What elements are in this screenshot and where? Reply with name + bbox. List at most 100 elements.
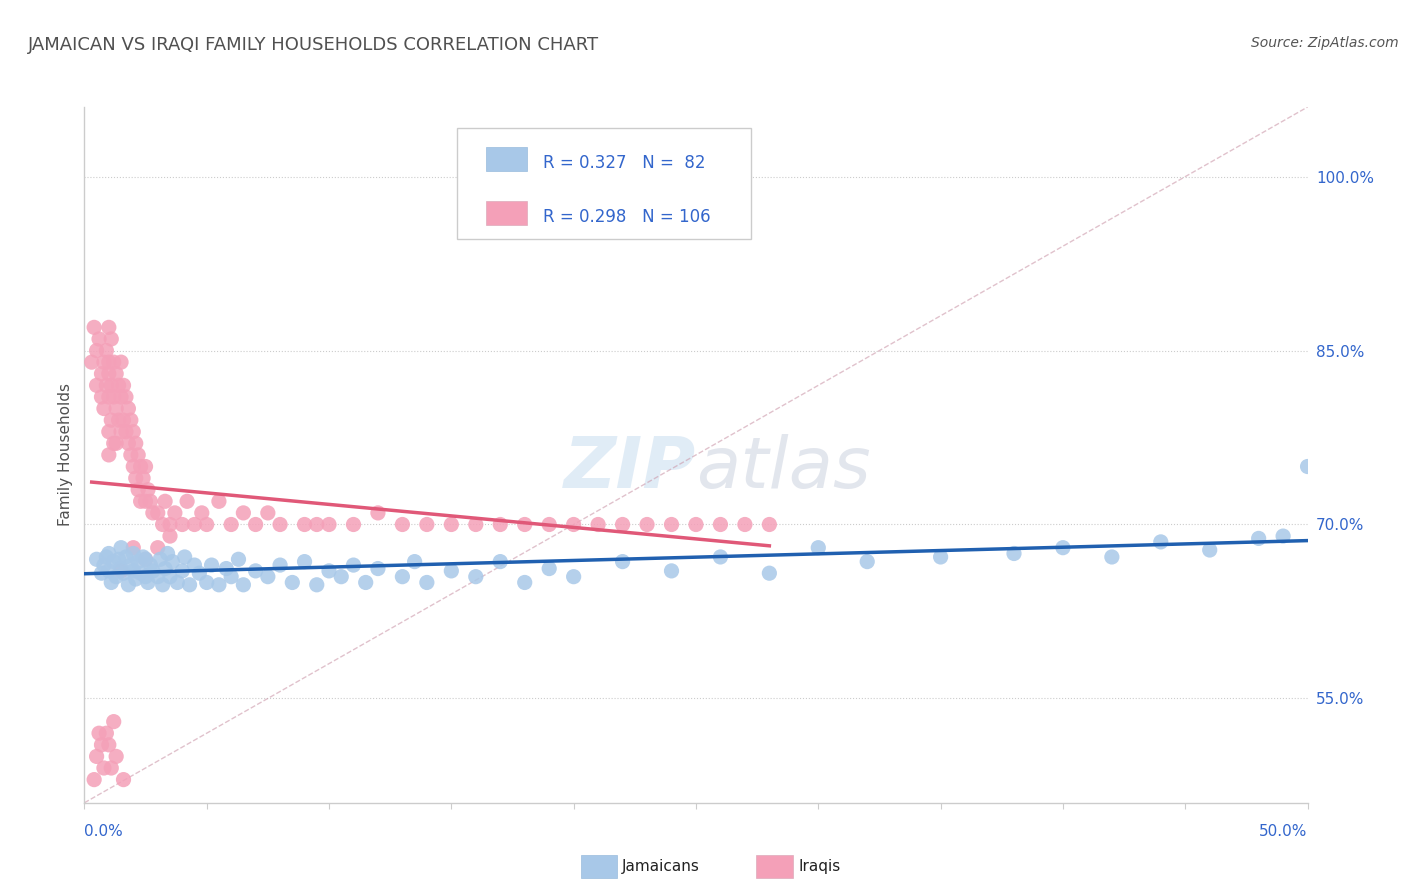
Point xyxy=(115,549,138,564)
Point xyxy=(100,378,122,392)
Text: atlas: atlas xyxy=(696,434,870,503)
Point xyxy=(354,575,377,590)
Point xyxy=(110,425,132,439)
Point xyxy=(538,517,561,532)
Point xyxy=(661,564,683,578)
Point xyxy=(758,517,780,532)
Point xyxy=(105,401,128,416)
Point xyxy=(103,436,125,450)
Point xyxy=(152,517,174,532)
Point xyxy=(232,578,254,592)
Point xyxy=(110,390,132,404)
Point xyxy=(156,546,179,560)
Point xyxy=(135,494,157,508)
Point xyxy=(856,555,879,569)
Point xyxy=(83,320,105,334)
Point xyxy=(612,517,634,532)
Point xyxy=(709,549,731,564)
Point xyxy=(1272,529,1295,543)
Point xyxy=(153,561,176,575)
Point xyxy=(215,561,238,575)
Point xyxy=(117,436,139,450)
Point xyxy=(97,355,120,369)
Point xyxy=(162,555,184,569)
Point xyxy=(103,390,125,404)
Point xyxy=(122,425,145,439)
Point xyxy=(404,555,426,569)
Point xyxy=(110,355,132,369)
Text: Jamaicans: Jamaicans xyxy=(621,859,699,873)
Point xyxy=(1198,543,1220,558)
Point xyxy=(122,541,145,555)
Point xyxy=(86,378,108,392)
Point xyxy=(125,572,148,586)
Point xyxy=(93,558,115,573)
Point xyxy=(179,578,201,592)
Point xyxy=(489,517,512,532)
Point xyxy=(294,555,316,569)
Point xyxy=(172,517,194,532)
Point xyxy=(97,448,120,462)
Point xyxy=(330,569,353,583)
Point xyxy=(281,575,304,590)
Point xyxy=(1052,541,1074,555)
Point xyxy=(146,569,169,583)
Point xyxy=(100,413,122,427)
Point xyxy=(135,459,157,474)
Point xyxy=(1101,549,1123,564)
Point xyxy=(83,772,105,787)
Point xyxy=(464,569,486,583)
Point xyxy=(122,564,145,578)
Point xyxy=(513,517,536,532)
Point xyxy=(318,517,340,532)
Point xyxy=(305,578,328,592)
Point xyxy=(90,738,112,752)
Point xyxy=(142,564,165,578)
Point xyxy=(661,517,683,532)
Point xyxy=(929,549,952,564)
Text: ZIP: ZIP xyxy=(564,434,696,503)
Point xyxy=(96,726,118,740)
Point xyxy=(86,343,108,358)
Point xyxy=(159,569,181,583)
FancyBboxPatch shape xyxy=(485,201,527,225)
Point xyxy=(538,561,561,575)
Point xyxy=(132,471,155,485)
Point xyxy=(97,425,120,439)
Point xyxy=(159,517,181,532)
Point xyxy=(562,517,585,532)
Point xyxy=(120,558,142,573)
Point xyxy=(87,332,110,346)
Point xyxy=(135,569,157,583)
Point xyxy=(173,549,195,564)
Point xyxy=(191,506,214,520)
Point xyxy=(127,483,149,497)
Point xyxy=(562,569,585,583)
Point xyxy=(112,378,135,392)
Point xyxy=(115,425,138,439)
Point xyxy=(122,546,145,560)
Point xyxy=(100,761,122,775)
Point xyxy=(127,448,149,462)
Point xyxy=(166,575,188,590)
Point xyxy=(105,569,128,583)
Point xyxy=(219,569,242,583)
Point xyxy=(125,471,148,485)
Point xyxy=(105,749,128,764)
Point xyxy=(112,413,135,427)
Point xyxy=(1296,459,1319,474)
Point xyxy=(105,367,128,381)
Point xyxy=(195,575,218,590)
Point xyxy=(146,541,169,555)
Point xyxy=(305,517,328,532)
Point xyxy=(342,558,364,573)
Point xyxy=(232,506,254,520)
Point xyxy=(183,517,205,532)
Point xyxy=(135,552,157,566)
Text: 50.0%: 50.0% xyxy=(1260,823,1308,838)
Point xyxy=(734,517,756,532)
Text: Iraqis: Iraqis xyxy=(799,859,841,873)
Point xyxy=(758,566,780,581)
Point xyxy=(367,506,389,520)
Point xyxy=(107,413,129,427)
